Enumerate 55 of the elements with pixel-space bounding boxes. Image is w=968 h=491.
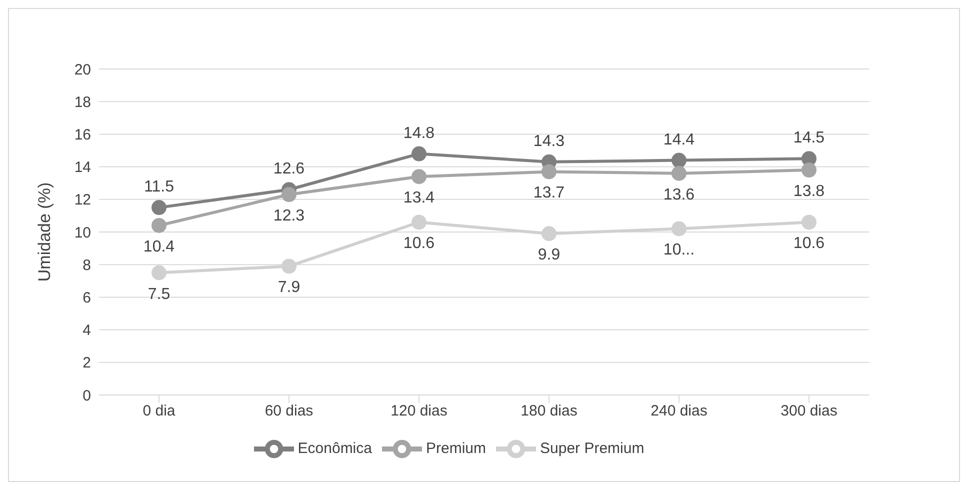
data-label: 10.6: [793, 235, 825, 252]
y-tick-label: 6: [82, 290, 91, 307]
point: [282, 187, 296, 202]
point: [152, 265, 166, 280]
data-label: 7.9: [278, 279, 300, 296]
data-label: 14.3: [533, 132, 565, 150]
y-tick-label: 10: [74, 224, 91, 242]
point: [412, 214, 426, 230]
point: [802, 151, 816, 166]
x-tick-label: 300 dias: [780, 402, 838, 420]
x-tick-label: 180 dias: [520, 402, 578, 420]
data-label: 11.5: [144, 178, 174, 196]
point: [672, 166, 686, 181]
y-tick-label: 12: [74, 192, 91, 209]
y-tick-label: 20: [74, 61, 91, 78]
point: [412, 146, 426, 162]
y-tick-label: 16: [74, 126, 91, 144]
y-tick-label: 0: [82, 387, 91, 404]
y-tick-label: 2: [82, 354, 91, 372]
data-label: 12.6: [273, 160, 305, 178]
legend-label: Premium: [426, 440, 486, 457]
point: [672, 221, 686, 236]
point: [412, 169, 426, 184]
data-label: 14.5: [793, 130, 825, 147]
data-label: 9.9: [538, 246, 560, 264]
point: [672, 152, 686, 168]
data-label: 10.6: [403, 235, 435, 252]
y-axis-title: Umidade (%): [35, 182, 54, 282]
y-tick-label: 8: [82, 256, 91, 274]
data-label: 10.4: [143, 238, 175, 256]
point: [802, 162, 816, 178]
legend-label: Super Premium: [540, 440, 644, 457]
point: [152, 200, 166, 216]
legend-label: Econômica: [298, 440, 372, 457]
data-label: 13.8: [793, 183, 825, 200]
data-label: 14.8: [403, 124, 435, 142]
point: [802, 214, 816, 230]
x-tick-label: 120 dias: [390, 402, 448, 420]
x-tick-label: 240 dias: [650, 402, 708, 420]
data-label: 12.3: [273, 208, 305, 225]
x-tick-label: 60 dias: [264, 402, 314, 420]
data-label: 14.4: [663, 131, 695, 148]
point: [282, 258, 296, 274]
data-label: 13.4: [403, 190, 435, 207]
data-label: 7.5: [148, 286, 170, 303]
y-tick-label: 18: [74, 94, 91, 111]
point: [542, 226, 556, 242]
data-label: 13.6: [663, 186, 695, 204]
y-tick-label: 14: [74, 159, 91, 176]
data-label: 10...: [663, 242, 695, 259]
x-tick-label: 0 dia: [142, 402, 176, 420]
y-tick-label: 4: [82, 322, 91, 340]
data-label: 13.7: [533, 184, 565, 202]
point: [152, 218, 166, 233]
point: [542, 164, 556, 180]
